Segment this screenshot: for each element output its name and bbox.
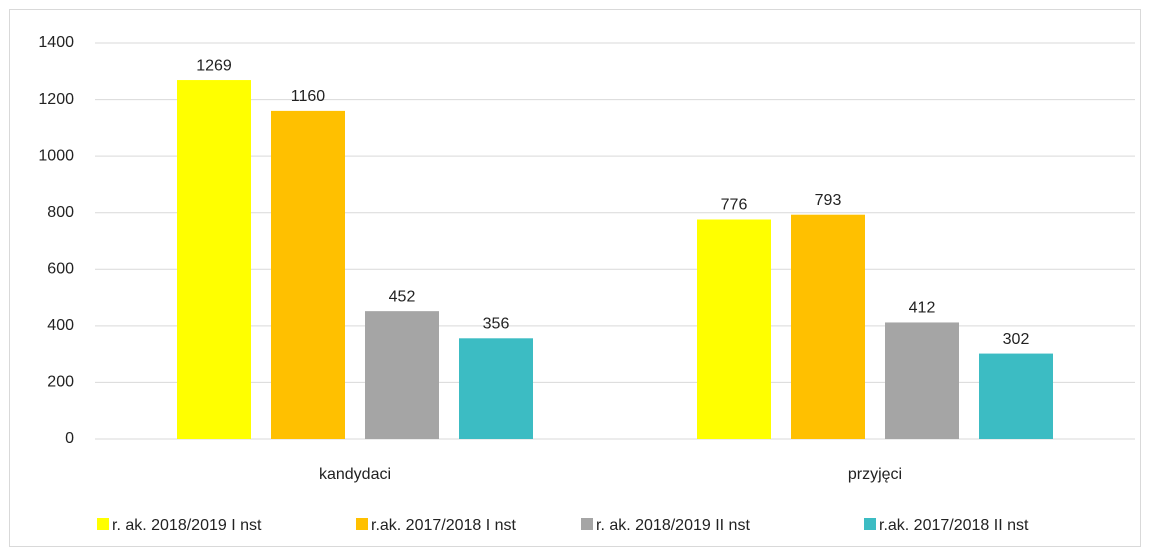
y-tick-label: 200 — [47, 374, 74, 391]
x-tick-label: przyjęci — [848, 466, 902, 483]
legend-swatch — [581, 518, 593, 530]
bar — [177, 80, 251, 439]
data-label: 793 — [815, 192, 842, 209]
bar — [271, 110, 345, 439]
legend-label: r. ak. 2018/2019 II nst — [596, 517, 750, 534]
data-label: 1269 — [196, 57, 232, 74]
data-label: 412 — [909, 300, 936, 317]
bar — [979, 353, 1053, 439]
bar — [697, 219, 771, 439]
data-label: 356 — [483, 316, 510, 333]
data-label: 1160 — [291, 88, 326, 105]
bar — [791, 214, 865, 439]
bar — [365, 311, 439, 439]
data-label: 776 — [721, 197, 748, 214]
x-tick-label: kandydaci — [319, 466, 391, 483]
legend-label: r.ak. 2017/2018 II nst — [879, 517, 1029, 534]
bar — [459, 338, 533, 439]
data-label: 452 — [389, 288, 416, 305]
legend-swatch — [356, 518, 368, 530]
y-tick-label: 800 — [47, 204, 74, 221]
bar — [885, 322, 959, 439]
y-tick-label: 600 — [47, 261, 74, 278]
legend-label: r. ak. 2018/2019 I nst — [112, 517, 262, 534]
y-tick-label: 400 — [47, 317, 74, 334]
legend-swatch — [864, 518, 876, 530]
y-tick-label: 1200 — [38, 91, 74, 108]
legend-swatch — [97, 518, 109, 530]
y-tick-label: 0 — [65, 430, 74, 447]
data-label: 302 — [1003, 331, 1030, 348]
legend-label: r.ak. 2017/2018 I nst — [371, 517, 517, 534]
y-tick-label: 1000 — [38, 147, 74, 164]
y-tick-label: 1400 — [38, 34, 74, 51]
